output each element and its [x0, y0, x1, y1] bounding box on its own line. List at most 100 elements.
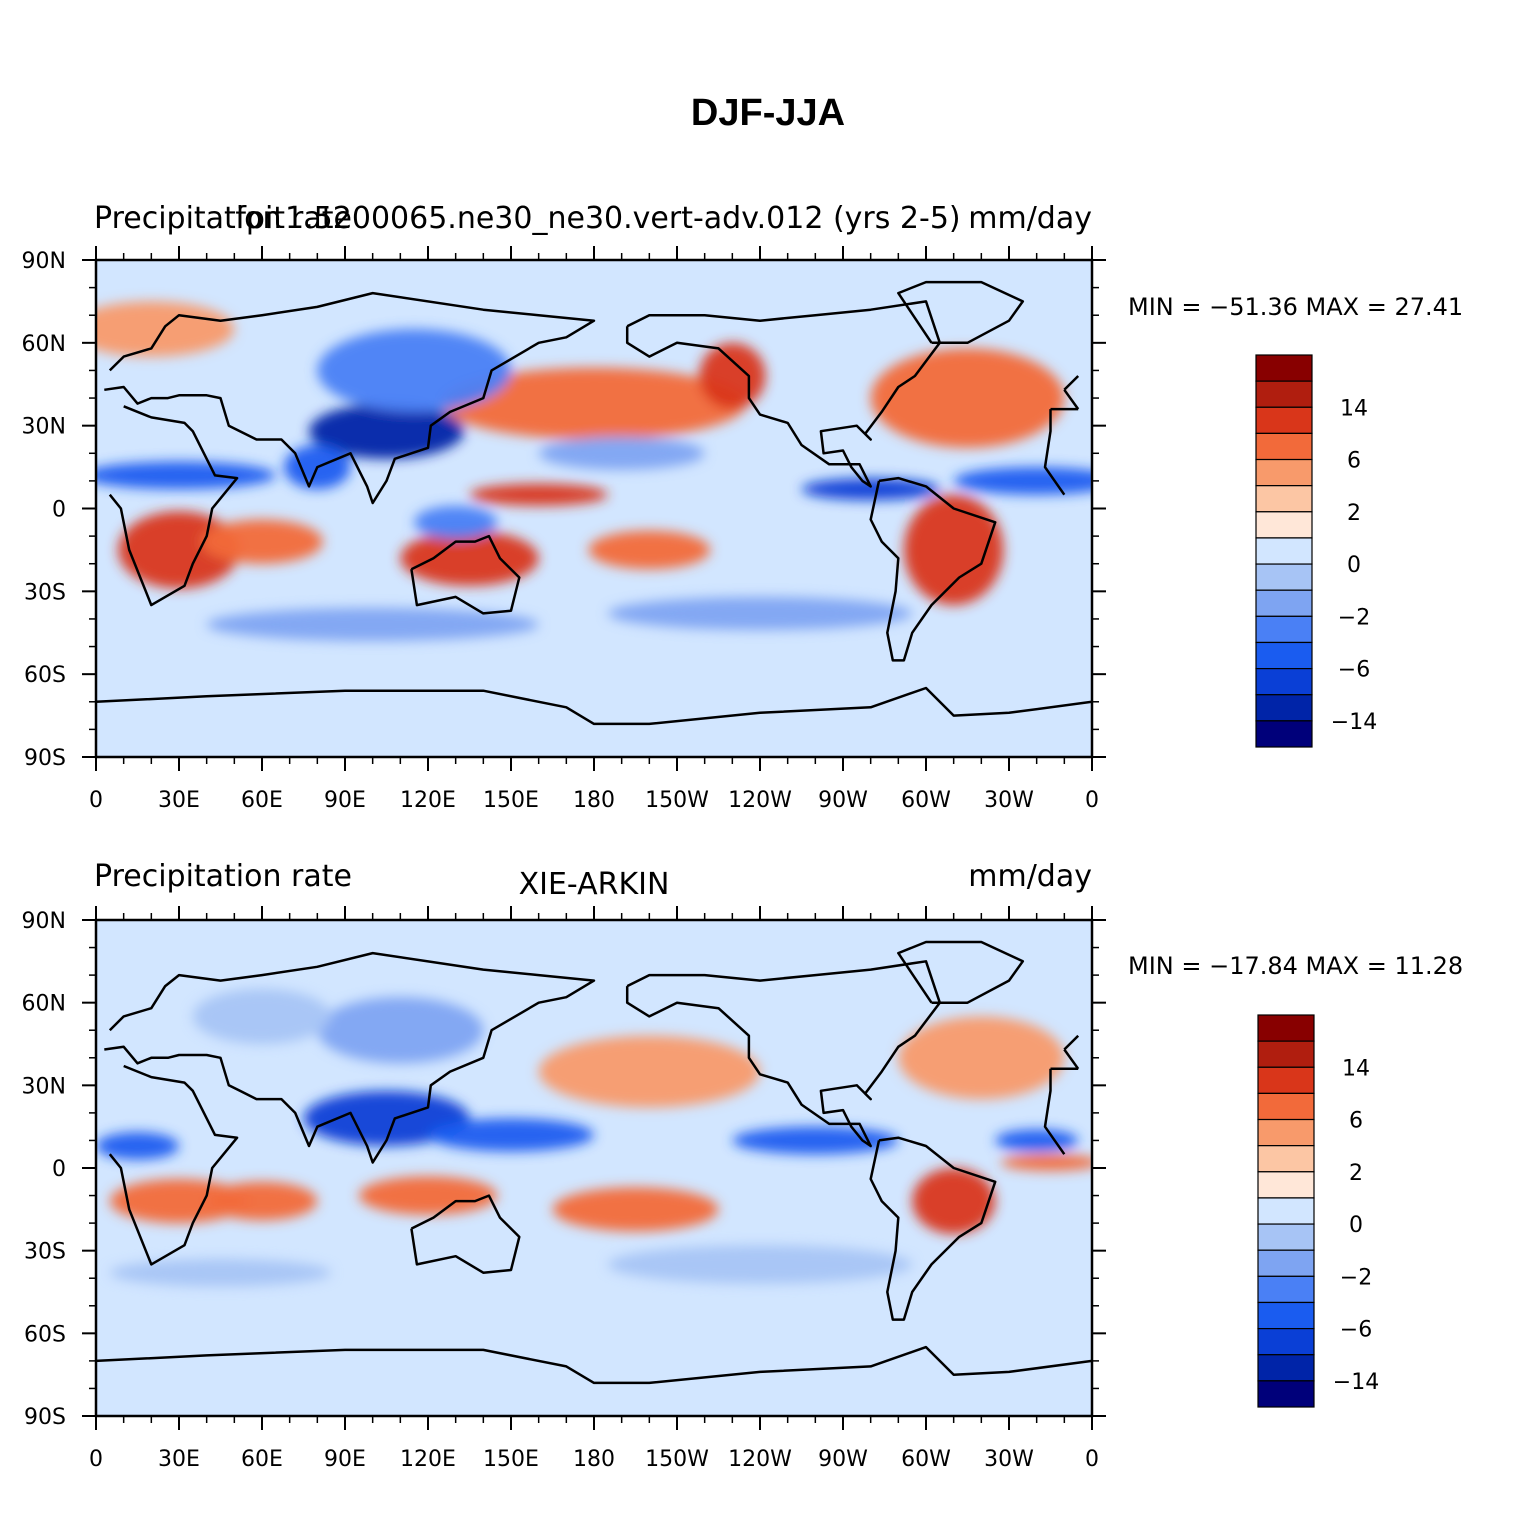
y-tick-label: 0	[52, 498, 66, 523]
colorbar-box	[1255, 458, 1313, 487]
colorbar-label: 6	[1347, 449, 1361, 474]
x-tick-label: 30E	[158, 788, 200, 813]
x-tick-label: 150E	[483, 788, 539, 813]
colorbar-box	[1257, 1066, 1315, 1094]
precip-anomaly-region	[96, 461, 276, 490]
coastline	[625, 300, 942, 488]
colorbar-box	[1257, 1249, 1315, 1277]
precip-field	[96, 920, 1092, 1416]
coastline	[410, 534, 521, 615]
colorbar-label: −14	[1333, 1370, 1379, 1395]
colorbar-box	[1255, 589, 1313, 617]
colorbar-box	[1257, 1275, 1315, 1304]
coastline	[625, 960, 942, 1148]
map-area	[96, 920, 1092, 1416]
coastline	[897, 280, 1025, 345]
coastline	[104, 951, 1080, 1164]
colorbar-label: 0	[1347, 553, 1361, 578]
colorbar-box	[1257, 1301, 1315, 1330]
colorbar-box	[1255, 667, 1313, 696]
precip-anomaly-region	[912, 1168, 996, 1235]
y-tick-label: 60S	[24, 1322, 66, 1347]
x-tick-label: 180	[573, 788, 615, 813]
precip-anomaly-region	[317, 329, 511, 412]
coastline	[108, 405, 1079, 607]
precip-anomaly-region	[898, 1016, 1065, 1100]
colorbar-label: 6	[1349, 1109, 1363, 1134]
colorbar-label: 2	[1347, 501, 1361, 526]
panel-title-left: Precipitation rate	[94, 859, 352, 894]
precip-anomaly-region	[552, 1187, 719, 1232]
colorbar-box	[1257, 1171, 1315, 1199]
colorbar: 14 6 2 0 −2 −6 −14	[1257, 1014, 1379, 1408]
precip-anomaly-region	[538, 1035, 760, 1108]
y-tick-label: 60N	[22, 992, 66, 1017]
precip-anomaly-region	[995, 1129, 1079, 1152]
precip-anomaly-region	[428, 1118, 594, 1152]
precip-anomaly-region	[414, 505, 498, 539]
precip-anomaly-region	[201, 519, 323, 564]
coastline	[869, 1136, 997, 1321]
precip-anomaly-region	[96, 301, 235, 357]
precip-anomaly-region	[317, 997, 484, 1064]
y-tick-label: 30S	[24, 1240, 66, 1265]
precip-anomaly-region	[1000, 1154, 1092, 1171]
colorbar: 14 6 2 0 −2 −6 −14	[1255, 354, 1377, 748]
colorbar-label: −2	[1338, 605, 1370, 630]
precip-anomaly-region	[953, 467, 1092, 495]
precip-anomaly-region	[699, 342, 766, 410]
map-panel-model: Precipitation rate fpit1.5200065.ne30_ne…	[22, 201, 1464, 813]
y-tick-label: 90N	[22, 249, 66, 274]
x-tick-label: 120E	[400, 788, 456, 813]
colorbar-box	[1257, 1040, 1315, 1068]
colorbar-box	[1257, 1145, 1315, 1173]
map-panel-observations: Precipitation rate XIE-ARKIN mm/day MIN …	[22, 859, 1464, 1472]
precip-anomaly-region	[96, 1132, 179, 1160]
x-tick-label: 0	[1085, 1447, 1099, 1472]
panel-title-left: Precipitation rate	[94, 201, 352, 236]
y-tick-label: 60S	[24, 663, 66, 688]
figure-title: DJF-JJA	[690, 92, 846, 134]
minmax-label: MIN = −51.36 MAX = 27.41	[1128, 293, 1463, 321]
precip-anomaly-region	[607, 1245, 913, 1284]
x-tick-label: 90W	[818, 1447, 868, 1472]
precip-anomaly-region	[801, 478, 940, 501]
precip-anomaly-region	[903, 494, 1004, 606]
coastline	[96, 686, 1092, 726]
precip-anomaly-region	[588, 530, 711, 570]
y-tick-label: 30S	[24, 580, 66, 605]
panel-title-center: fpit1.5200065.ne30_ne30.vert-adv.012 (yr…	[235, 201, 960, 236]
x-tick-label: 120W	[728, 788, 792, 813]
precip-anomaly-region	[441, 367, 747, 440]
colorbar-box	[1257, 1197, 1315, 1225]
colorbar-box	[1257, 1118, 1315, 1147]
precip-anomaly-region	[870, 348, 1065, 448]
minmax-label: MIN = −17.84 MAX = 11.28	[1128, 952, 1463, 980]
panel-title-center: XIE-ARKIN	[519, 867, 670, 902]
map-axes: 0 30E 60E 90E 120E 150E 180 150W 120W 90W 60W 30W 09…	[22, 906, 1106, 1472]
precip-anomaly-region	[309, 403, 464, 459]
colorbar-box	[1255, 563, 1313, 591]
colorbar-box	[1255, 720, 1313, 748]
x-tick-label: 150W	[645, 1447, 709, 1472]
colorbar-box	[1257, 1223, 1315, 1251]
precip-anomaly-region	[109, 1258, 332, 1287]
colorbar-box	[1257, 1014, 1315, 1042]
precip-anomaly-region	[192, 988, 332, 1044]
y-tick-label: 90S	[24, 1405, 66, 1430]
x-tick-label: 120E	[400, 1447, 456, 1472]
precip-anomaly-region	[206, 607, 539, 642]
panel-title-right: mm/day	[968, 859, 1092, 894]
colorbar-label: 0	[1349, 1213, 1363, 1238]
colorbar-label: 2	[1349, 1161, 1363, 1186]
colorbar-box	[1255, 432, 1313, 461]
colorbar-label: 14	[1340, 396, 1368, 421]
precip-anomaly-region	[109, 1179, 249, 1224]
x-tick-label: 30W	[984, 1447, 1034, 1472]
coastline	[108, 1064, 1079, 1266]
x-tick-label: 0	[1085, 788, 1099, 813]
y-tick-label: 0	[52, 1157, 66, 1182]
x-tick-label: 90W	[818, 788, 868, 813]
colorbar-label: −6	[1340, 1318, 1372, 1343]
colorbar-box	[1255, 406, 1313, 434]
